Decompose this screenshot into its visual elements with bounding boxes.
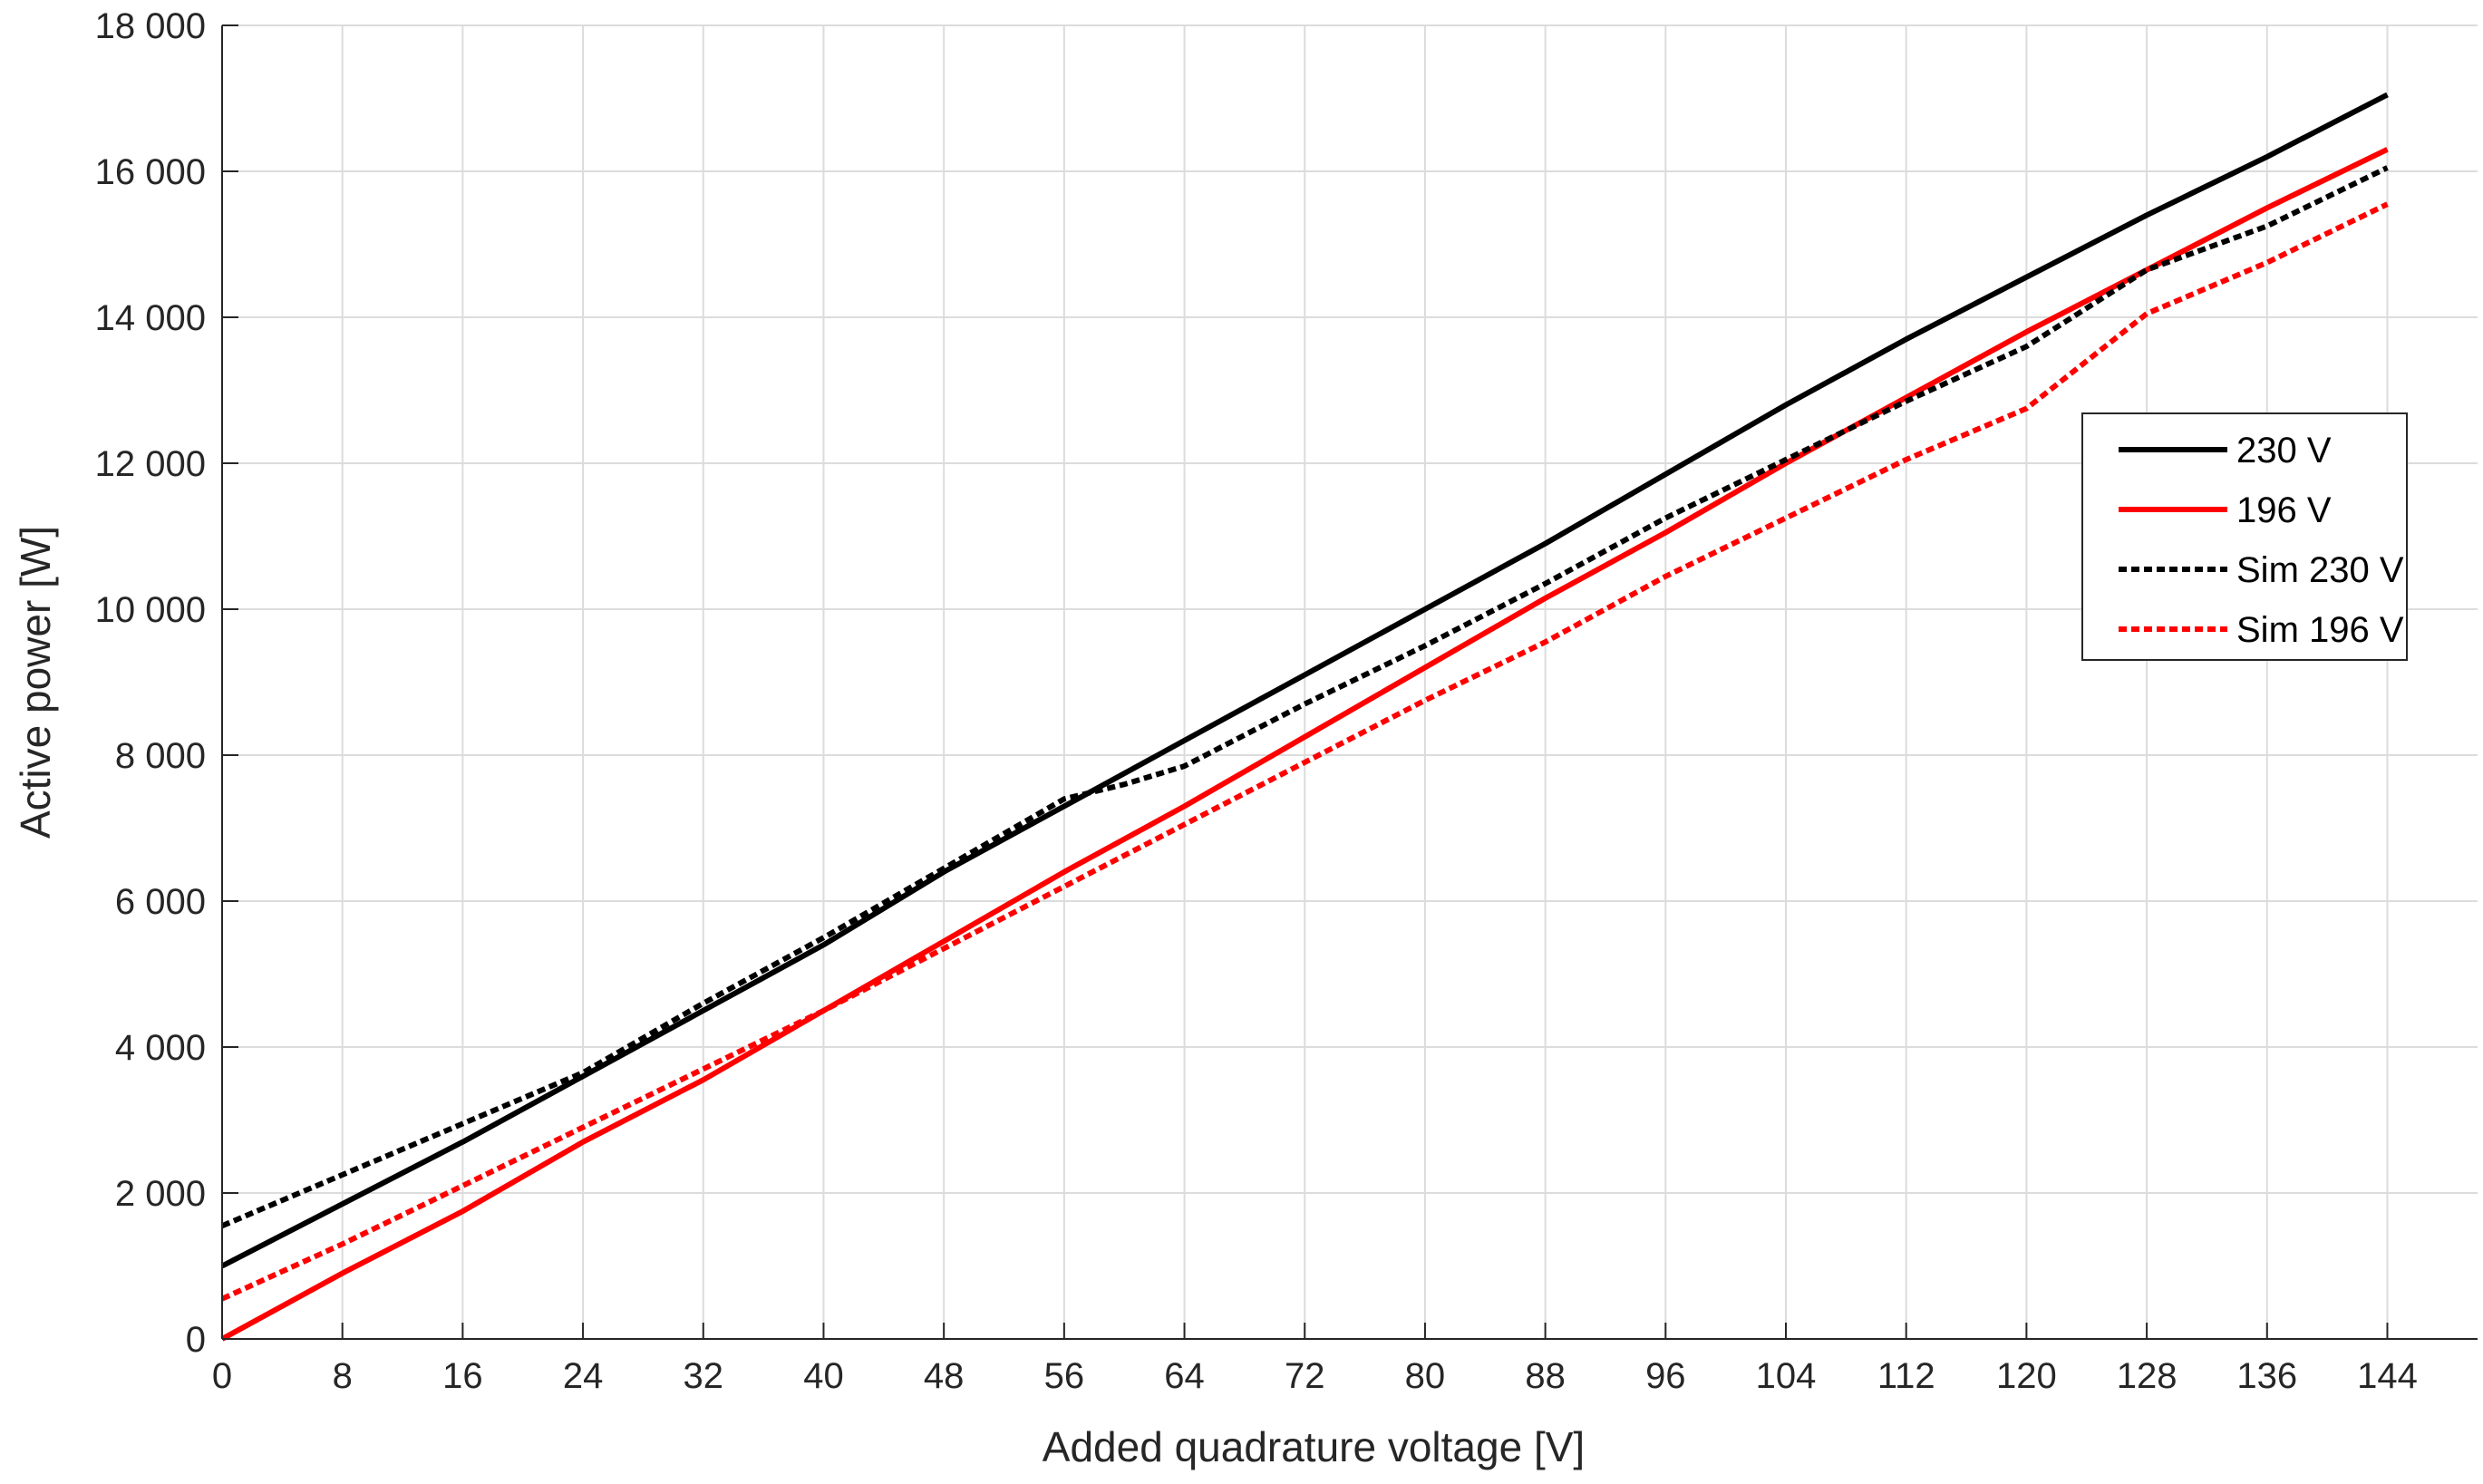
x-tick-label: 96 bbox=[1645, 1356, 1686, 1396]
x-tick-label: 0 bbox=[212, 1356, 232, 1396]
x-tick-label: 104 bbox=[1756, 1356, 1817, 1396]
legend-label: 196 V bbox=[2236, 490, 2332, 530]
y-tick-label: 12 000 bbox=[95, 444, 206, 484]
series-line-4 bbox=[220, 201, 2389, 1302]
x-tick-label: 136 bbox=[2236, 1356, 2297, 1396]
y-tick-label: 10 000 bbox=[95, 590, 206, 630]
x-tick-label: 48 bbox=[924, 1356, 965, 1396]
y-tick-label: 8 000 bbox=[115, 736, 206, 776]
y-tick-label: 18 000 bbox=[95, 6, 206, 46]
x-axis-title: Added quadrature voltage [V] bbox=[1043, 1423, 1585, 1470]
y-tick-label: 0 bbox=[186, 1320, 206, 1360]
x-tick-label: 40 bbox=[803, 1356, 844, 1396]
x-tick-label: 32 bbox=[684, 1356, 724, 1396]
x-tick-label: 88 bbox=[1525, 1356, 1566, 1396]
x-tick-label: 56 bbox=[1044, 1356, 1085, 1396]
series-line-1 bbox=[220, 92, 2389, 1269]
x-tick-label: 120 bbox=[1996, 1356, 2057, 1396]
y-tick-label: 16 000 bbox=[95, 152, 206, 192]
legend-box bbox=[2081, 412, 2408, 661]
x-tick-label: 24 bbox=[563, 1356, 604, 1396]
x-tick-label: 80 bbox=[1405, 1356, 1446, 1396]
axes bbox=[221, 24, 2478, 1340]
x-tick-label: 72 bbox=[1285, 1356, 1325, 1396]
y-tick-label: 14 000 bbox=[95, 298, 206, 338]
x-tick-label: 8 bbox=[333, 1356, 353, 1396]
x-tick-label: 128 bbox=[2117, 1356, 2177, 1396]
series-line-2 bbox=[220, 147, 2389, 1342]
tick-labels: 0 8 16 24 32 40 48 56 64 72 80 88 96 104 112 120 128 136 1… bbox=[95, 6, 2418, 1396]
y-tick-label: 4 000 bbox=[115, 1028, 206, 1068]
y-tick-label: 2 000 bbox=[115, 1174, 206, 1214]
legend: 230 V 196 V Sim 230 V Sim 196 V bbox=[2081, 412, 2408, 661]
y-tick-label: 6 000 bbox=[115, 882, 206, 922]
x-tick-label: 16 bbox=[442, 1356, 483, 1396]
legend-label: Sim 230 V bbox=[2236, 550, 2404, 590]
legend-label: 230 V bbox=[2236, 431, 2332, 470]
y-axis-title: Active power [W] bbox=[12, 526, 59, 839]
x-tick-label: 112 bbox=[1877, 1356, 1935, 1396]
series-layer bbox=[220, 92, 2389, 1342]
x-tick-label: 64 bbox=[1164, 1356, 1205, 1396]
x-tick-label: 144 bbox=[2357, 1356, 2418, 1396]
legend-label: Sim 196 V bbox=[2236, 610, 2404, 650]
grid bbox=[221, 24, 2478, 1340]
